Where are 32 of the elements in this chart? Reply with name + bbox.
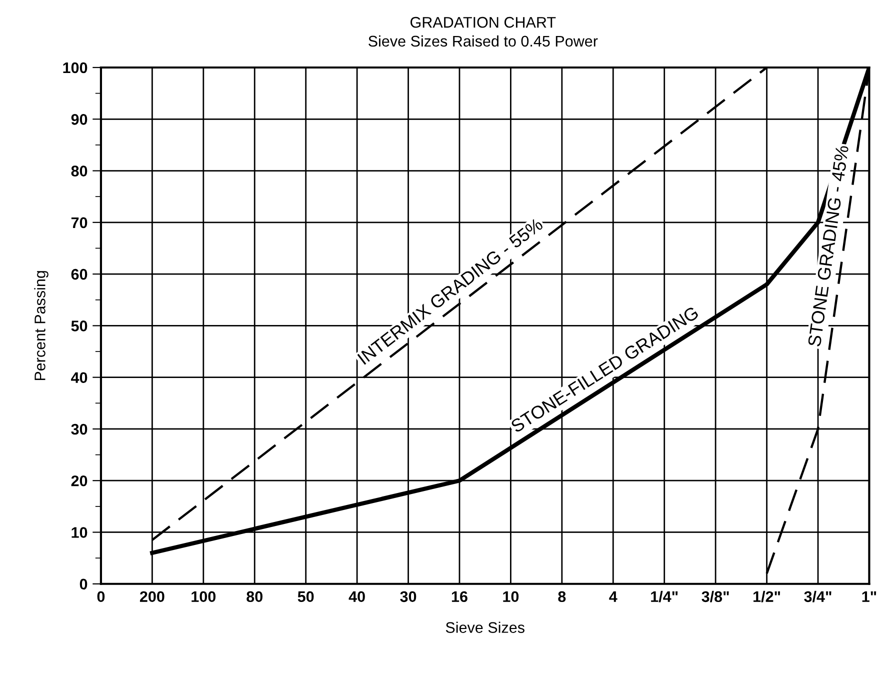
x-axis-title: Sieve Sizes	[446, 622, 524, 633]
x-tick-label: 80	[246, 591, 262, 602]
y-tick-label: 100	[63, 62, 88, 74]
y-tick-label: 70	[71, 217, 88, 228]
y-tick-label: 20	[71, 475, 88, 486]
x-tick-label: 200	[140, 591, 164, 602]
x-tick-label: 8	[558, 591, 566, 602]
x-tick-label: 3/4"	[804, 590, 832, 602]
x-tick-label: 1"	[862, 591, 876, 602]
x-tick-label: 10	[503, 591, 519, 602]
x-tick-label: 30	[400, 591, 416, 602]
y-tick-label: 90	[71, 114, 88, 125]
x-tick-label: 1/2"	[754, 590, 780, 602]
x-tick-label: 0	[97, 591, 105, 602]
y-tick-label: 10	[72, 527, 88, 538]
x-tick-label: 50	[298, 591, 314, 602]
chart-subtitle: Sieve Sizes Raised to 0.45 Power	[368, 35, 598, 47]
y-tick-label: 40	[71, 372, 88, 384]
text: STONE GRADING - 45%	[808, 145, 849, 347]
y-tick-label: 80	[71, 166, 88, 176]
y-tick-label: 30	[71, 424, 88, 435]
x-tick-label: 3/8"	[702, 590, 729, 602]
x-tick-label: 100	[192, 591, 216, 602]
x-tick-label: 40	[348, 591, 365, 602]
x-tick-label: 16	[452, 591, 468, 602]
x-tick-label: 1/4"	[651, 590, 678, 602]
y-tick-label: 0	[80, 578, 88, 590]
chart-title: GRADATION CHART	[410, 16, 556, 28]
y-tick-label: 60	[71, 268, 88, 280]
x-tick-label: 4	[609, 591, 618, 602]
y-tick-label: 50	[71, 320, 88, 332]
y-axis-title: Percent Passing	[34, 271, 48, 380]
